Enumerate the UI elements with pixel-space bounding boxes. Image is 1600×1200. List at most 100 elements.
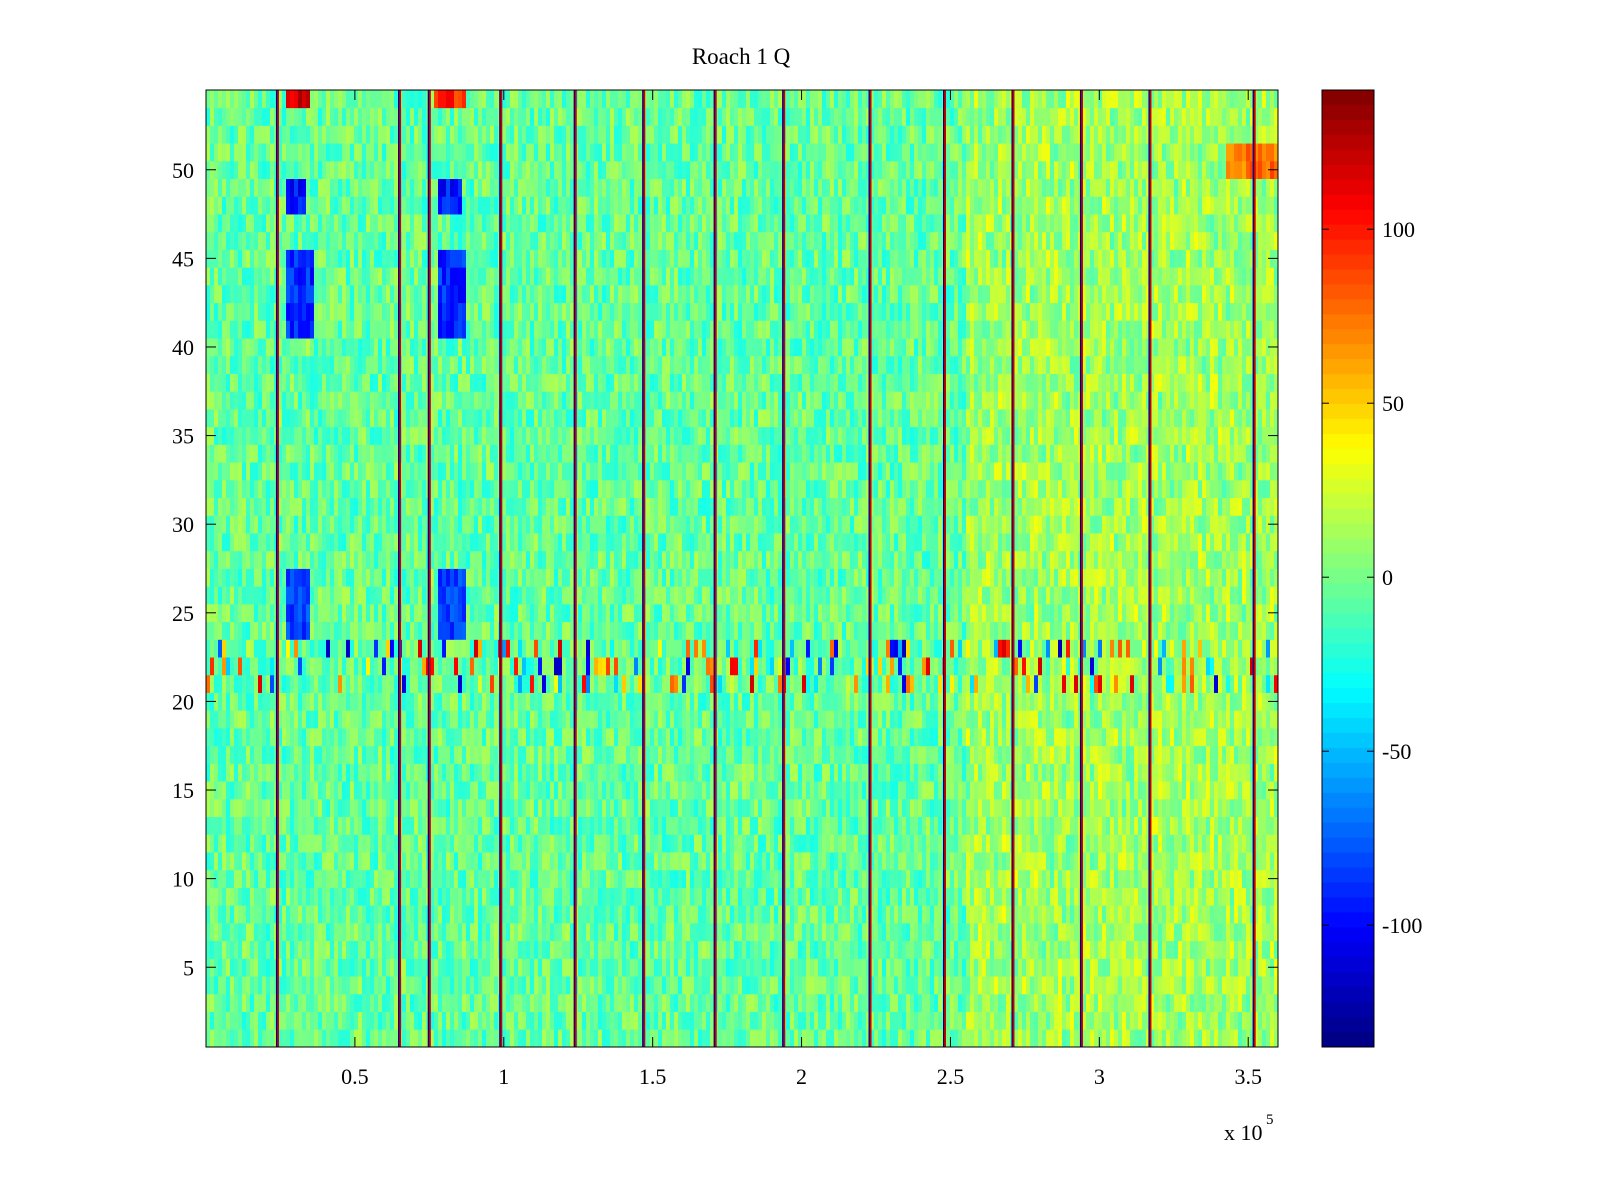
heatmap-cell — [462, 922, 467, 942]
heatmap-cell — [1218, 905, 1223, 924]
heatmap-cell — [442, 887, 447, 906]
heatmap-cell — [926, 816, 931, 835]
heatmap-cell — [798, 745, 803, 764]
heatmap-cell — [842, 1011, 847, 1030]
heatmap-cell — [1194, 887, 1199, 906]
heatmap-cell — [1054, 745, 1059, 764]
heatmap-cell — [870, 993, 875, 1012]
heatmap-cell — [310, 1011, 315, 1030]
heatmap-cell — [926, 1029, 931, 1048]
heatmap-cell — [286, 958, 291, 977]
heatmap-cell — [286, 922, 291, 942]
heatmap-cell — [834, 940, 839, 959]
heatmap-cell — [898, 816, 903, 835]
heatmap-cell — [322, 816, 327, 835]
heatmap-cell — [1154, 940, 1159, 959]
heatmap-cell — [1026, 834, 1031, 853]
heatmap-cell — [346, 763, 351, 782]
heatmap-cell — [890, 710, 895, 729]
heatmap-cell — [554, 993, 559, 1012]
heatmap-cell — [906, 993, 911, 1012]
heatmap-cell — [1046, 922, 1051, 942]
heatmap-cell — [934, 922, 939, 942]
heatmap-cell — [210, 976, 215, 995]
heatmap-cell — [1026, 852, 1031, 871]
heatmap-cell — [798, 905, 803, 924]
heatmap-cell — [238, 958, 243, 977]
heatmap-cell — [270, 905, 275, 924]
heatmap-cell — [1014, 1011, 1019, 1030]
heatmap-cell — [1102, 728, 1107, 747]
heatmap-cell — [798, 993, 803, 1012]
heatmap-cell — [734, 887, 739, 906]
heatmap-cell — [626, 834, 631, 853]
heatmap-cell — [762, 1011, 767, 1030]
heatmap-cell — [1246, 905, 1251, 924]
heatmap-cell — [742, 1011, 747, 1030]
heatmap-cell — [1114, 763, 1119, 782]
heatmap-cell — [770, 993, 775, 1012]
heatmap-cell — [530, 745, 535, 764]
heatmap-cell — [1034, 922, 1039, 942]
heatmap-cell — [1178, 1011, 1183, 1030]
heatmap-cell — [442, 728, 447, 747]
heatmap-cell — [1222, 728, 1227, 747]
heatmap-cell — [862, 905, 867, 924]
heatmap-cell — [578, 958, 583, 977]
heatmap-cell — [1234, 887, 1239, 906]
heatmap-cell — [258, 816, 263, 835]
heatmap-cell — [346, 834, 351, 853]
heatmap-cell — [214, 1011, 219, 1030]
heatmap-cell — [1070, 728, 1075, 747]
heatmap-cell — [1258, 745, 1263, 764]
heatmap-cell — [1170, 976, 1175, 995]
heatmap-cell — [890, 922, 895, 942]
heatmap-cell — [858, 781, 863, 800]
heatmap-cell — [914, 1011, 919, 1030]
heatmap-cell — [754, 887, 759, 906]
heatmap-cell — [1110, 940, 1115, 959]
heatmap-cell — [1158, 834, 1163, 853]
heatmap-cell — [482, 887, 487, 906]
heatmap-cell — [1174, 728, 1179, 747]
heatmap-cell — [1066, 763, 1071, 782]
heatmap-cell — [822, 940, 827, 959]
heatmap-cell — [254, 834, 259, 853]
heatmap-cell — [718, 922, 723, 942]
heatmap-cell — [1198, 816, 1203, 835]
heatmap-cell — [1166, 940, 1171, 959]
heatmap-cell — [502, 816, 507, 835]
heatmap-cell — [722, 922, 727, 942]
heatmap-cell — [638, 922, 643, 942]
heatmap-cell — [1086, 745, 1091, 764]
heatmap-cell — [1246, 993, 1251, 1012]
heatmap-cell — [366, 905, 371, 924]
heatmap-cell — [478, 781, 483, 800]
heatmap-cell — [1226, 976, 1231, 995]
heatmap-cell — [718, 834, 723, 853]
heatmap-cell — [1190, 869, 1195, 888]
heatmap-cell — [1246, 940, 1251, 959]
heatmap-cell — [254, 976, 259, 995]
heatmap-cell — [1242, 1011, 1247, 1030]
heatmap-cell — [538, 745, 543, 764]
heatmap-cell — [1138, 745, 1143, 764]
heatmap-cell — [850, 958, 855, 977]
heatmap-cell — [562, 728, 567, 747]
heatmap-cell — [1046, 940, 1051, 959]
heatmap-cell — [1022, 869, 1027, 888]
heatmap-cell — [1238, 958, 1243, 977]
heatmap-cell — [958, 852, 963, 871]
heatmap-cell — [1254, 887, 1259, 906]
heatmap-cell — [702, 763, 707, 782]
heatmap-cell — [1054, 763, 1059, 782]
heatmap-cell — [554, 976, 559, 995]
heatmap-cell — [902, 728, 907, 747]
heatmap-cell — [762, 887, 767, 906]
heatmap-cell — [910, 887, 915, 906]
heatmap-cell — [218, 922, 223, 942]
heatmap-cell — [214, 940, 219, 959]
heatmap-cell — [1162, 976, 1167, 995]
heatmap-cell — [670, 728, 675, 747]
heatmap-cell — [1034, 993, 1039, 1012]
